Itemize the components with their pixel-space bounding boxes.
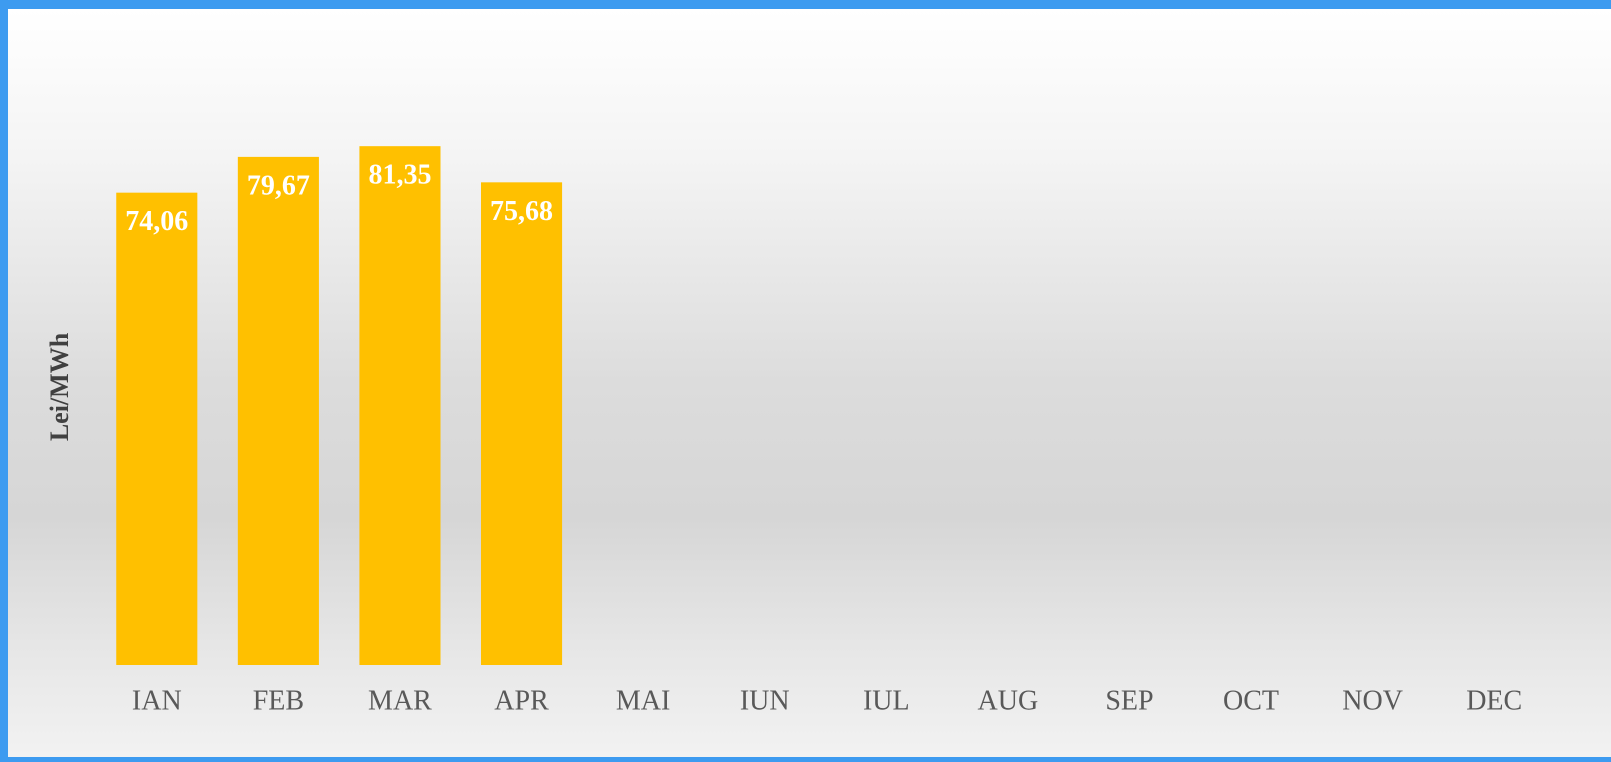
x-tick-label: IAN [132,685,182,716]
x-tick-label: APR [494,685,549,716]
data-label: 81,35 [368,160,431,191]
y-axis-label: Lei/MWh [45,332,74,441]
x-tick-label: FEB [253,685,304,716]
x-tick-label: NOV [1342,685,1403,716]
data-label: 74,06 [125,206,188,237]
x-tick-label: MAI [616,685,670,716]
data-label: 79,67 [247,170,310,201]
bar [237,156,319,665]
x-tick-label: IUN [740,685,790,716]
bar [359,146,441,665]
chart-area: Lei/MWh IAN 74,06 FEB 79,67 MAR 81,35 APR 75,68… [8,9,1611,757]
bar [116,192,198,665]
x-tick-label: AUG [978,685,1039,716]
x-tick-label: DEC [1466,685,1522,716]
x-tick-label: MAR [368,685,432,716]
bar [480,182,563,665]
x-tick-label: OCT [1223,685,1279,716]
data-label: 75,68 [490,196,553,227]
x-tick-label: IUL [863,685,910,716]
x-tick-label: SEP [1105,685,1153,716]
chart: Lei/MWh IAN 74,06 FEB 79,67 MAR 81,35 APR 75,68… [45,146,1522,716]
